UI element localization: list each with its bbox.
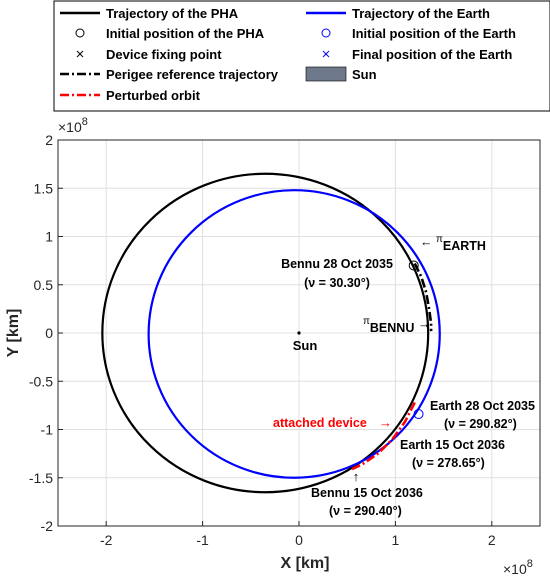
annotation-earth-end-2: (ν = 278.65°) — [412, 456, 485, 470]
legend-item-sun: Sun — [305, 66, 377, 82]
legend-item-perturbed-orbit: Perturbed orbit — [60, 88, 201, 103]
x-tick-label: 1 — [392, 532, 400, 548]
legend-item-sun-swatch — [305, 66, 347, 82]
legend-item-trajectory-of-the-earth-label: Trajectory of the Earth — [352, 6, 490, 21]
x-tick-label: -2 — [100, 532, 113, 548]
legend-item-initial-position-of-the-earth-label: Initial position of the Earth — [352, 26, 516, 41]
x-tick-label: 2 — [488, 532, 496, 548]
cross-stroke — [76, 50, 84, 58]
legend-item-final-position-of-the-earth-label: Final position of the Earth — [352, 47, 512, 62]
annotation-bennu-start-1: Bennu 28 Oct 2035 — [281, 257, 393, 271]
annotation-attached-arrow: → — [379, 415, 392, 430]
legend-item-perigee-reference-trajectory: Perigee reference trajectory — [60, 67, 279, 82]
legend-item-perigee-reference-trajectory-label: Perigee reference trajectory — [106, 67, 279, 82]
ticks: -2 -1 0 1 2 -2 -1.5 -1 -0.5 0 0.5 1 1.5 2 — [29, 132, 496, 548]
initial-position-of-the-earth-marker — [413, 409, 424, 420]
perturbed-orbit-line — [351, 401, 416, 471]
annotation-bennu-start-2: (ν = 30.30°) — [304, 276, 370, 290]
y-tick-label: 0 — [45, 325, 53, 341]
x-exponent: ×108 — [503, 558, 533, 577]
annotation-bennu-end-1: Bennu 15 Oct 2036 — [311, 486, 423, 500]
legend-item-initial-position-of-the-pha: Initial position of the PHA — [75, 26, 265, 41]
legend-item-device-fixing-point: Device fixing point — [76, 47, 222, 62]
legend-item-final-position-of-the-earth-swatch — [322, 50, 330, 58]
y-axis-label: Y [km] — [5, 309, 22, 358]
legend-item-initial-position-of-the-earth: Initial position of the Earth — [321, 26, 516, 41]
x-tick-label: 0 — [295, 532, 303, 548]
annotations: Bennu 28 Oct 2035 (ν = 30.30°) Sun Earth 28… — [273, 234, 535, 518]
legend-item-trajectory-of-the-pha: Trajectory of the PHA — [60, 6, 239, 21]
y-exponent: ×108 — [58, 116, 88, 135]
trajectory-of-the-earth-line — [147, 189, 441, 479]
y-tick-label: 1 — [45, 229, 53, 245]
y-tick-label: -1 — [41, 422, 54, 438]
y-tick-label: -0.5 — [29, 373, 53, 389]
legend-item-trajectory-of-the-pha-label: Trajectory of the PHA — [106, 6, 239, 21]
trajectory-of-the-pha-line — [101, 172, 430, 494]
perigee-reference-trajectory-line — [413, 262, 433, 332]
y-tick-label: 0.5 — [34, 277, 54, 293]
x-tick-label: -1 — [196, 532, 209, 548]
annotation-pi-bennu: πBENNU → — [363, 316, 430, 335]
cross-stroke — [322, 50, 330, 58]
legend-item-sun-label: Sun — [352, 67, 377, 82]
annotation-earth-start-2: (ν = 290.82°) — [444, 417, 517, 431]
annotation-pi-earth: ← πEARTH — [420, 234, 486, 253]
legend-item-initial-position-of-the-pha-swatch — [75, 28, 85, 38]
legend-item-final-position-of-the-earth: Final position of the Earth — [322, 47, 512, 62]
legend-item-device-fixing-point-label: Device fixing point — [106, 47, 222, 62]
legend-item-device-fixing-point-swatch — [76, 50, 84, 58]
legend: Trajectory of the PHA Trajectory of the E… — [53, 0, 550, 112]
initial-position-of-the-pha-marker — [408, 260, 419, 271]
annotation-earth-start-1: Earth 28 Oct 2035 — [430, 399, 535, 413]
y-tick-label: 1.5 — [34, 180, 54, 196]
y-tick-label: -1.5 — [29, 470, 53, 486]
y-tick-label: -2 — [41, 518, 54, 534]
annotation-attached: attached device — [273, 416, 367, 430]
annotation-sun: Sun — [293, 338, 318, 353]
y-tick-label: 2 — [45, 132, 53, 148]
x-axis-label: X [km] — [281, 555, 330, 572]
series-layer — [101, 172, 441, 494]
annotation-bennu-end-2: (ν = 290.40°) — [329, 504, 402, 518]
legend-item-trajectory-of-the-earth: Trajectory of the Earth — [306, 6, 490, 21]
annotation-bennu-end-arrow: ↑ — [353, 469, 360, 484]
sun-marker — [297, 331, 301, 335]
annotation-earth-end-1: Earth 15 Oct 2036 — [400, 438, 505, 452]
legend-item-perturbed-orbit-label: Perturbed orbit — [106, 88, 201, 103]
legend-item-initial-position-of-the-earth-swatch — [321, 28, 331, 38]
legend-item-initial-position-of-the-pha-label: Initial position of the PHA — [106, 26, 265, 41]
